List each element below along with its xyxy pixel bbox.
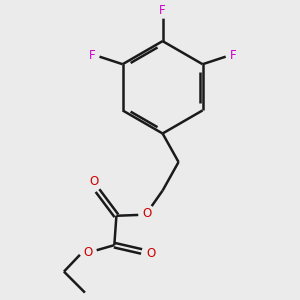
Text: O: O bbox=[142, 207, 151, 220]
Text: O: O bbox=[84, 246, 93, 259]
Text: O: O bbox=[89, 175, 99, 188]
Text: F: F bbox=[230, 49, 237, 62]
Text: F: F bbox=[159, 4, 166, 17]
Text: O: O bbox=[146, 247, 155, 260]
Text: F: F bbox=[88, 49, 95, 62]
